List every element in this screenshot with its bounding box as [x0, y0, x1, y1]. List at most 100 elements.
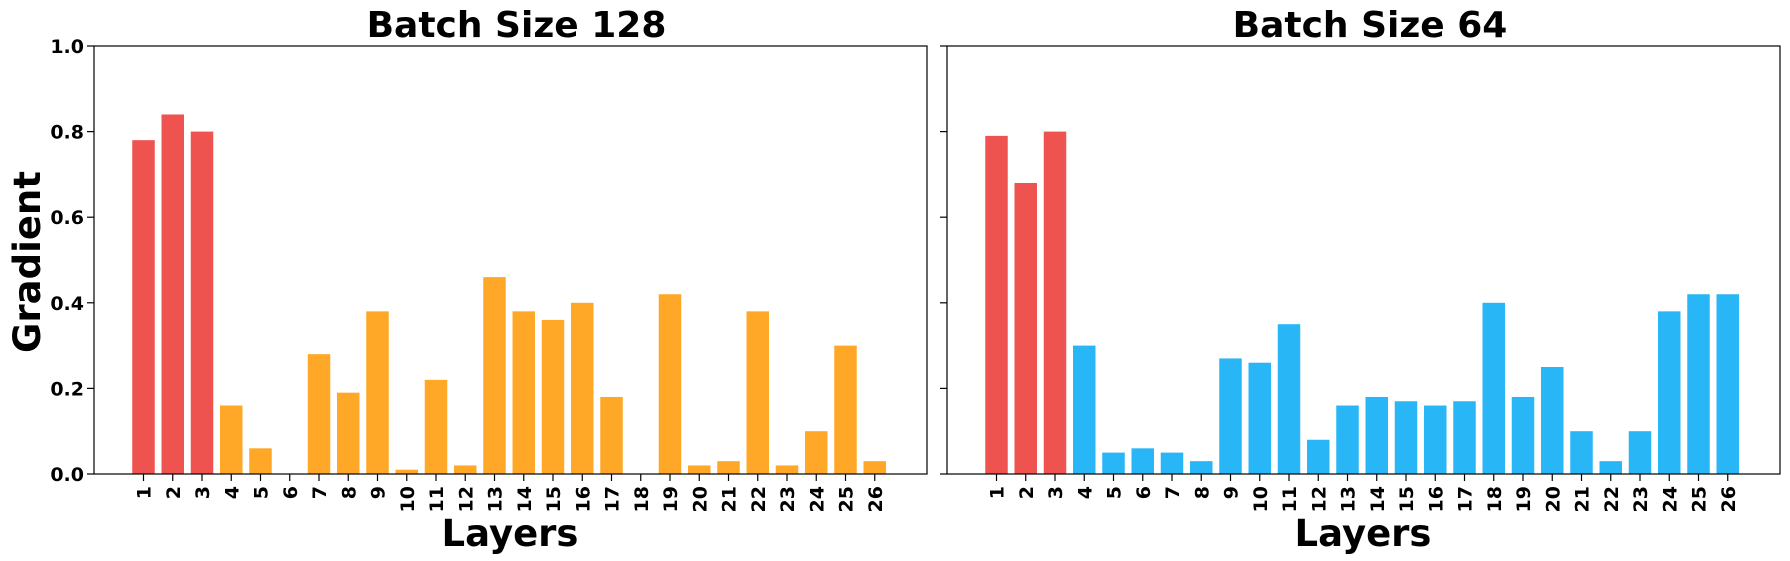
bar-layer-20	[1541, 367, 1564, 474]
chart-panel-batch-128: Batch Size 128 Gradient 0.0 0.2 0.4 0.6 0.8 1…	[6, 5, 928, 555]
bar-layer-7	[307, 354, 331, 474]
bar-layer-23	[1628, 431, 1652, 474]
x-tick-label: 9	[368, 486, 390, 499]
x-tick-label: 1	[987, 486, 1009, 499]
x-tick-label: 16	[1425, 486, 1447, 512]
x-tick-label: 18	[1484, 486, 1506, 512]
y-axis-label: Gradient	[6, 171, 49, 353]
x-tick-label: 6	[1133, 486, 1155, 499]
x-ticks: 1 2 3 4 5 6 7 8 9 10 11 12 13 14 15 16 17 18 19 20 21 22 23 24 2…	[134, 474, 887, 512]
x-tick-label: 13	[485, 486, 507, 512]
bar-layer-9	[1219, 358, 1242, 474]
bar-layer-17	[600, 396, 623, 474]
x-axis-label: Layers	[442, 512, 579, 555]
bar-layer-10	[1248, 362, 1271, 474]
bar-layer-16	[1424, 405, 1447, 474]
x-tick-label: 7	[1162, 486, 1184, 499]
x-tick-label: 7	[309, 486, 331, 499]
bar-layer-20	[688, 465, 711, 474]
bar-layer-25	[834, 345, 857, 474]
x-tick-label: 23	[1630, 486, 1652, 512]
bar-layer-26	[1716, 294, 1739, 474]
y-tick-label: 0.4	[50, 293, 84, 315]
x-tick-label: 20	[1542, 486, 1564, 512]
bar-layer-17	[1453, 401, 1476, 474]
bar-layer-22	[746, 311, 769, 474]
x-tick-label: 23	[777, 486, 799, 512]
bar-layer-21	[1570, 431, 1593, 474]
x-tick-label: 8	[1191, 486, 1213, 499]
plot-frame	[93, 45, 928, 475]
bar-layer-26	[863, 461, 886, 474]
bar-layer-22	[1599, 461, 1622, 474]
bar-layer-24	[805, 431, 828, 474]
y-tick-label: 0.2	[50, 378, 84, 400]
x-tick-label: 12	[1308, 486, 1330, 512]
bar-layer-24	[1658, 311, 1681, 474]
x-tick-label: 17	[1455, 486, 1477, 512]
bars	[132, 114, 886, 474]
x-tick-label: 10	[1250, 486, 1272, 512]
bar-layer-3	[1043, 131, 1067, 474]
bar-layer-14	[512, 311, 535, 474]
bar-layer-13	[1336, 405, 1359, 474]
x-tick-label: 3	[192, 486, 214, 499]
x-tick-label: 22	[1601, 486, 1623, 512]
bar-layer-19	[1511, 396, 1535, 474]
bar-layer-2	[1014, 182, 1037, 474]
x-tick-label: 17	[602, 486, 624, 512]
x-tick-label: 1	[134, 486, 156, 499]
y-ticks	[940, 45, 947, 475]
x-tick-label: 5	[1104, 486, 1126, 499]
x-tick-label: 11	[426, 486, 448, 512]
x-axis-label: Layers	[1295, 512, 1432, 555]
bar-layer-11	[1277, 324, 1301, 474]
y-tick-label: 0.0	[50, 464, 84, 486]
x-tick-label: 14	[514, 486, 536, 512]
x-tick-label: 26	[865, 486, 887, 512]
x-tick-label: 14	[1367, 486, 1389, 512]
plot-frame	[946, 45, 1781, 475]
bar-layer-25	[1687, 294, 1710, 474]
bar-layer-5	[249, 448, 272, 474]
bar-layer-18	[1482, 302, 1505, 474]
bar-layer-12	[454, 465, 477, 474]
x-tick-label: 22	[748, 486, 770, 512]
x-tick-label: 18	[631, 486, 653, 512]
bar-layer-7	[1160, 452, 1184, 474]
bar-layer-8	[1190, 461, 1213, 474]
chart-panel-batch-64: Batch Size 64 1 2 3 4 5 6 7 8 9 10 11 12 13 14 15 16 17 1…	[940, 5, 1781, 555]
x-tick-label: 19	[660, 486, 682, 512]
x-tick-label: 4	[221, 486, 243, 499]
y-ticks: 0.0 0.2 0.4 0.6 0.8 1.0	[50, 36, 94, 486]
x-tick-label: 21	[1572, 486, 1594, 512]
x-tick-label: 21	[719, 486, 741, 512]
x-tick-label: 24	[1659, 486, 1681, 512]
bar-layer-15	[541, 319, 565, 474]
x-tick-label: 2	[1016, 486, 1038, 499]
bar-layer-3	[190, 131, 214, 474]
x-tick-label: 25	[836, 486, 858, 512]
bar-layer-1	[985, 135, 1008, 474]
x-tick-label: 25	[1689, 486, 1711, 512]
x-tick-label: 12	[455, 486, 477, 512]
x-ticks: 1 2 3 4 5 6 7 8 9 10 11 12 13 14 15 16 17 18 19 20 21 22 23 24 2…	[987, 474, 1740, 512]
x-tick-label: 13	[1338, 486, 1360, 512]
chart-title: Batch Size 64	[1233, 5, 1508, 46]
x-tick-label: 16	[572, 486, 594, 512]
bars	[985, 131, 1739, 474]
bar-layer-6	[1131, 448, 1154, 474]
bar-layer-16	[571, 302, 594, 474]
x-tick-label: 26	[1718, 486, 1740, 512]
x-tick-label: 2	[163, 486, 185, 499]
y-tick-label: 0.6	[50, 207, 84, 229]
x-tick-label: 15	[1396, 486, 1418, 512]
x-tick-label: 19	[1513, 486, 1535, 512]
bar-layer-4	[1073, 345, 1096, 474]
bar-layer-11	[424, 379, 448, 474]
bar-layer-21	[717, 461, 740, 474]
x-tick-label: 5	[251, 486, 273, 499]
x-tick-label: 4	[1074, 486, 1096, 499]
bar-layer-14	[1365, 396, 1388, 474]
